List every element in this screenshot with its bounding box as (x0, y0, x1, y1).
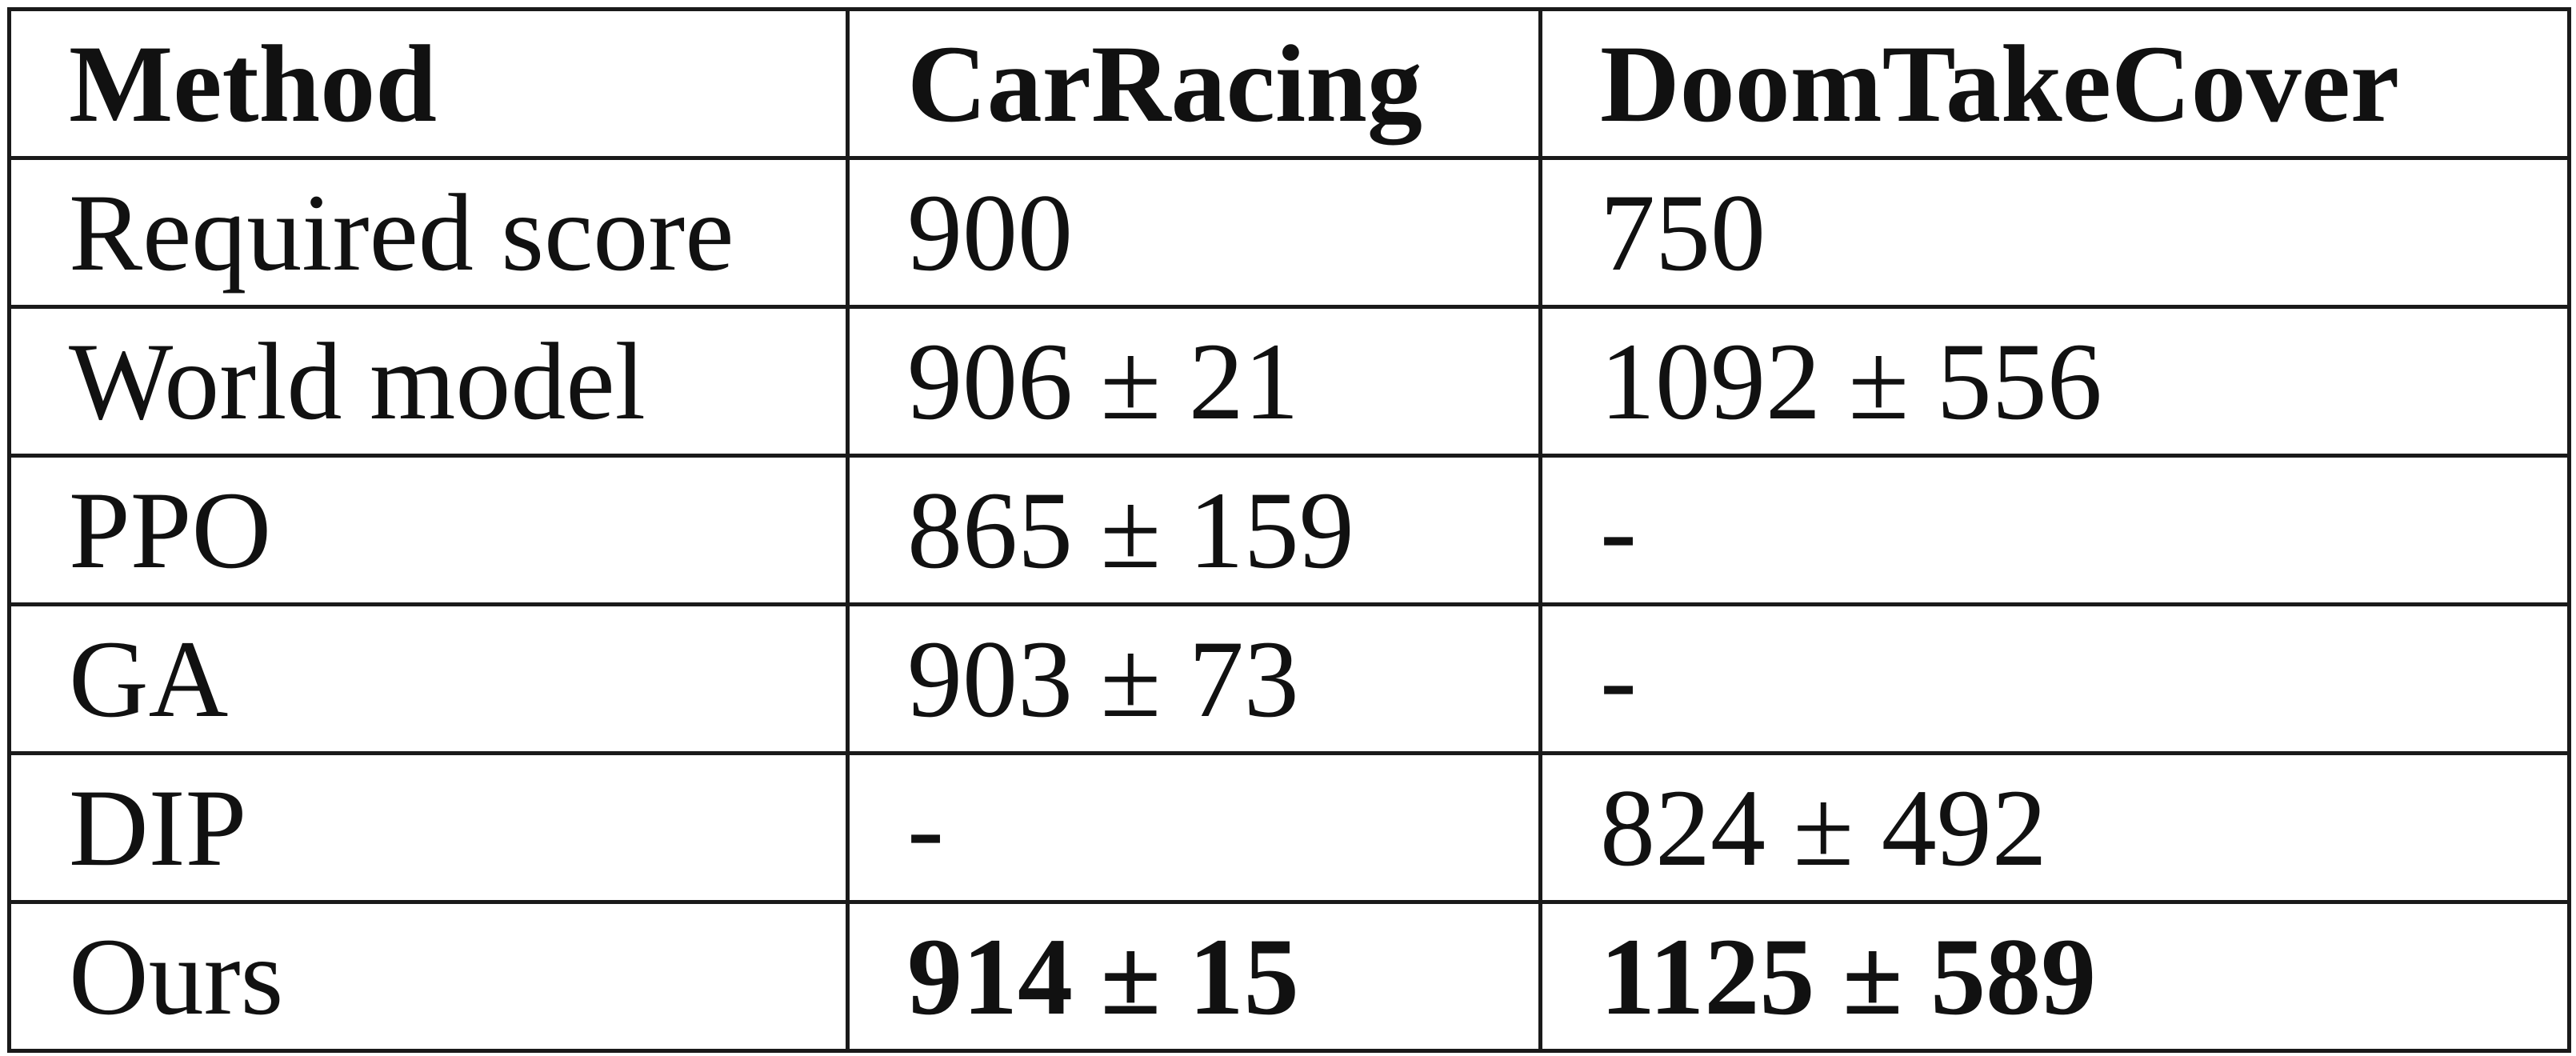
method-cell: Ours (7, 900, 850, 1053)
table-header-row: Method CarRacing DoomTakeCover (7, 7, 2571, 160)
header-method: Method (7, 7, 850, 160)
table-row: Required score 900 750 (7, 156, 2571, 309)
doomtakecover-cell: 1092 ± 556 (1538, 305, 2571, 458)
carracing-cell: 906 ± 21 (846, 305, 1542, 458)
table-row: GA 903 ± 73 - (7, 602, 2571, 755)
carracing-cell: 900 (846, 156, 1542, 309)
carracing-cell: - (846, 751, 1542, 904)
method-cell: PPO (7, 454, 850, 606)
carracing-cell: 903 ± 73 (846, 602, 1542, 755)
doomtakecover-cell: - (1538, 454, 2571, 606)
carracing-cell: 865 ± 159 (846, 454, 1542, 606)
method-cell: GA (7, 602, 850, 755)
table-row: DIP - 824 ± 492 (7, 751, 2571, 904)
header-doomtakecover: DoomTakeCover (1538, 7, 2571, 160)
table-row: PPO 865 ± 159 - (7, 454, 2571, 606)
method-cell: World model (7, 305, 850, 458)
table-row-ours: Ours 914 ± 15 1125 ± 589 (7, 900, 2571, 1053)
doomtakecover-cell: 750 (1538, 156, 2571, 309)
method-cell: DIP (7, 751, 850, 904)
header-carracing: CarRacing (846, 7, 1542, 160)
doomtakecover-cell: 824 ± 492 (1538, 751, 2571, 904)
results-table: Method CarRacing DoomTakeCover Required … (7, 7, 2571, 1053)
doomtakecover-cell: - (1538, 602, 2571, 755)
carracing-cell-best: 914 ± 15 (846, 900, 1542, 1053)
method-cell: Required score (7, 156, 850, 309)
table-row: World model 906 ± 21 1092 ± 556 (7, 305, 2571, 458)
doomtakecover-cell-best: 1125 ± 589 (1538, 900, 2571, 1053)
